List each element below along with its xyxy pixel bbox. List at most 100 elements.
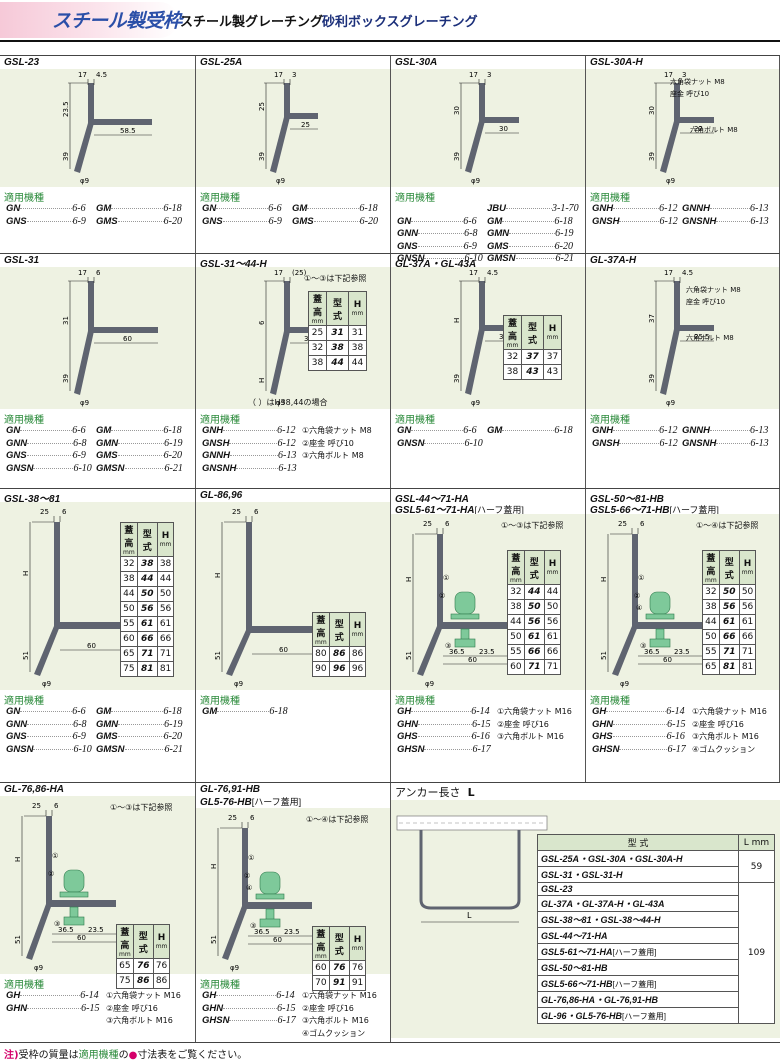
cell-gsl30ah: GSL-30A-H 17 3 30 39 22 φ9 六角袋ナット M8 座金 呼び10 六角ボル…: [586, 55, 780, 253]
svg-text:22: 22: [694, 125, 703, 133]
svg-text:①: ①: [248, 854, 254, 862]
table-row: 32 50 50: [702, 584, 757, 600]
svg-text:6: 6: [445, 520, 450, 528]
figure-area: 17 4.5 37 39 25.5 φ9: [586, 267, 779, 409]
svg-text:②: ②: [439, 592, 445, 600]
svg-text:H: H: [14, 857, 22, 862]
col-model: 型式: [136, 522, 158, 557]
brand-title: スチール製受枠: [52, 10, 182, 32]
table-row: GSL-25A・GSL-30A・GSL-30A-H 59: [537, 850, 775, 883]
svg-text:③: ③: [54, 920, 60, 928]
svg-text:25: 25: [301, 121, 310, 129]
row-divider: [0, 782, 780, 783]
svg-text:φ9: φ9: [666, 399, 675, 407]
svg-text:H: H: [600, 577, 608, 582]
frame-drawing: 25 6 H 51 ① ② ③36.5 23.560 φ9: [14, 802, 116, 972]
equip-entry: GNSH 6-12: [202, 437, 296, 449]
svg-text:30: 30: [648, 106, 656, 115]
svg-text:39: 39: [62, 374, 70, 383]
col-model: 型式: [521, 315, 544, 350]
equip-entry: GHN 6-15: [202, 1002, 296, 1014]
svg-text:H: H: [22, 571, 30, 576]
part-callout: 六角ボルト M8: [690, 126, 738, 134]
part-note: ④ゴムクッション: [692, 744, 756, 754]
col-model: 型式: [326, 291, 349, 326]
equip-entry: GNS 6-9: [6, 215, 86, 227]
equip-heading: 適用機種: [200, 193, 240, 204]
svg-text:H: H: [453, 318, 461, 323]
svg-text:23.5: 23.5: [62, 101, 70, 117]
svg-text:17: 17: [78, 269, 87, 277]
svg-text:58.5: 58.5: [120, 127, 136, 135]
equip-entry: GNH 6-12: [592, 203, 678, 214]
col-lid-height: 蓋高 mm: [503, 315, 522, 350]
svg-text:17: 17: [664, 269, 673, 277]
svg-text:6: 6: [258, 320, 266, 325]
equip-heading: 適用機種: [395, 696, 435, 707]
cell-gsl23: GSL-23 17 4.5 23.5 39 58.5 φ9 適用機種 GN 6-6 GM 6-18 GN…: [0, 55, 196, 253]
cell-title: GSL-30A: [395, 57, 438, 68]
table-row: 38 43 43: [503, 364, 562, 380]
svg-text:60: 60: [273, 936, 282, 944]
svg-text:φ9: φ9: [620, 680, 629, 688]
svg-text:φ9: φ9: [34, 964, 43, 972]
equip-entry: GMSN 6-21: [96, 743, 183, 755]
equip-entry: GNNH 6-13: [682, 425, 769, 436]
svg-text:②: ②: [244, 872, 250, 880]
col-lid-height: 蓋高 mm: [116, 924, 134, 959]
equip-heading: 適用機種: [590, 696, 630, 707]
cell-gsl31: GSL-31 17 6 31 39 60 φ9 適用機種 GN 6-6 GM 6-18 GNN 6-8 GM…: [0, 253, 196, 488]
svg-text:51: 51: [210, 935, 218, 944]
svg-text:6: 6: [96, 269, 101, 277]
part-callout: 六角袋ナット M8: [670, 78, 725, 86]
equip-heading: 適用機種: [395, 415, 435, 426]
svg-text:④: ④: [246, 884, 252, 892]
part-note: ②座金 呼び16: [106, 1003, 158, 1013]
anchor-title: アンカー長さ L: [395, 786, 475, 799]
equip-entry: GM 6-18: [96, 425, 182, 436]
svg-text:φ9: φ9: [471, 399, 480, 407]
col-lid-height: 蓋高 mm: [702, 550, 720, 585]
equip-entry: GN 6-6: [202, 203, 282, 214]
equip-entry: GN 6-6: [6, 203, 86, 214]
svg-text:φ9: φ9: [276, 399, 285, 407]
svg-text:25: 25: [423, 520, 432, 528]
cell-title: GL-37A・GL-43A: [395, 259, 477, 270]
svg-text:φ9: φ9: [80, 177, 89, 185]
part-callout: 座金 呼び10: [670, 90, 710, 98]
svg-text:51: 51: [14, 935, 22, 944]
table-row: 60 66 66: [120, 631, 175, 647]
figure-area: 17 3 25 39 25 φ9: [196, 69, 390, 187]
table-row: 44 56 56: [507, 614, 562, 630]
table-row: 44 61 61: [702, 614, 757, 630]
equip-entry: GNSNH 6-13: [682, 437, 769, 449]
table-row: 65 81 81: [702, 659, 757, 675]
equip-entry: GNNH 6-13: [202, 450, 297, 461]
svg-text:①: ①: [638, 574, 644, 582]
col-lid-height: 蓋高 mm: [120, 522, 138, 557]
svg-text:17: 17: [274, 71, 283, 79]
svg-text:25: 25: [32, 802, 41, 810]
svg-text:φ9: φ9: [234, 680, 243, 688]
equip-entry: GMN 6-19: [487, 228, 574, 239]
table-row: 38 44 44: [308, 355, 367, 371]
cell-title: GSL-23: [4, 57, 40, 68]
cell-title: GL-76,91-HB: [200, 784, 261, 795]
equip-entry: GHN 6-15: [6, 1002, 100, 1014]
svg-text:60: 60: [468, 656, 477, 664]
equip-entry: GMS 6-20: [96, 450, 182, 461]
svg-text:25: 25: [228, 814, 237, 822]
header-tab: [0, 2, 178, 38]
cell-title: GSL-30A-H: [590, 57, 643, 68]
